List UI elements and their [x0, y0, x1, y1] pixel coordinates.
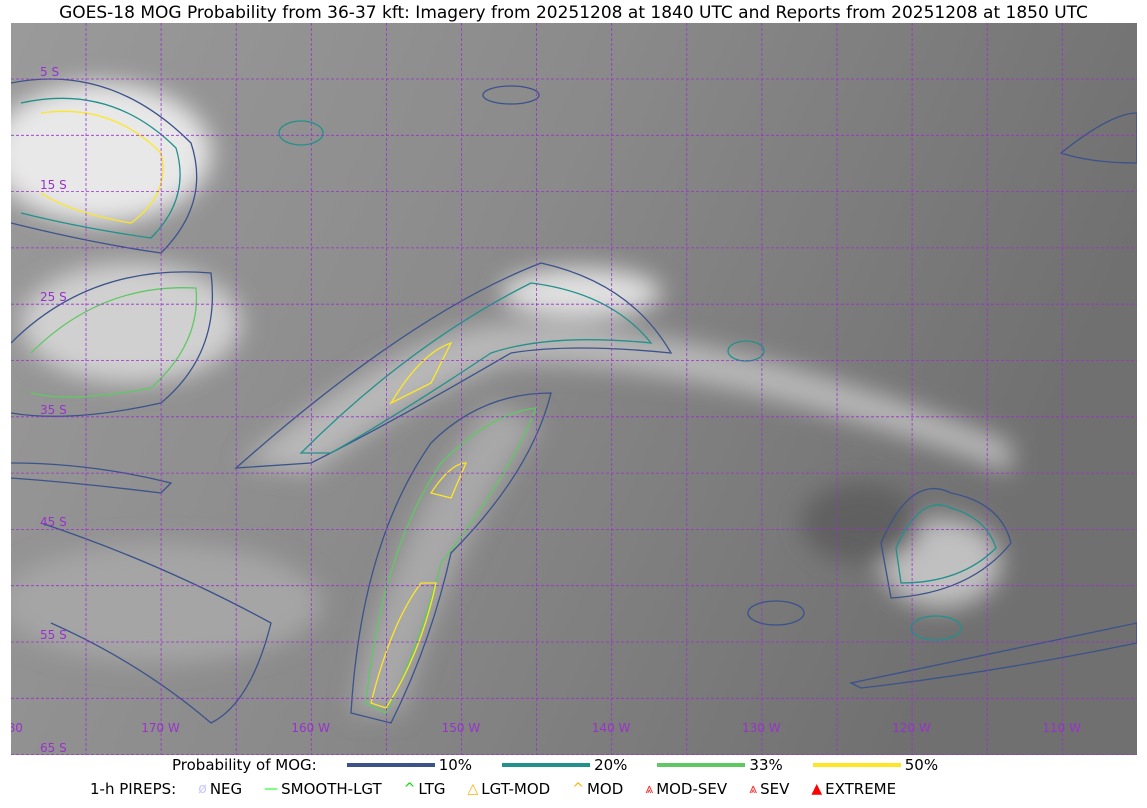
pirep-legend-item: ^ LTG — [404, 780, 446, 798]
extreme-icon: ▲ — [811, 781, 823, 797]
latitude-label: 55 S — [40, 628, 67, 642]
pireps-legend-label: 1-h PIREPS: — [90, 780, 177, 798]
pirep-label: MOD — [586, 780, 624, 798]
probability-legend: Probability of MOG: 10% 20% 33% 50% — [172, 756, 938, 774]
pirep-label: NEG — [209, 780, 243, 798]
latitude-label: 65 S — [40, 740, 67, 755]
level-swatch — [812, 763, 901, 767]
level-swatch — [502, 763, 591, 767]
longitude-label: 140 W — [591, 721, 631, 735]
imagery-layer — [11, 23, 1137, 755]
pirep-legend-item: ⩓ SEV — [749, 780, 789, 798]
pirep-label: LGT-MOD — [481, 780, 551, 798]
pirep-legend-item: ⩓ MOD-SEV — [645, 780, 727, 798]
pirep-legend-item: △ LGT-MOD — [468, 780, 551, 798]
pirep-label: MOD-SEV — [656, 780, 728, 798]
longitude-label: 130 W — [742, 721, 781, 735]
pirep-legend-item: ▲ EXTREME — [811, 780, 896, 798]
cloud-features — [11, 83, 1011, 713]
smooth-lgt-icon: — — [264, 781, 279, 797]
pirep-label: LTG — [418, 780, 446, 798]
longitude-label: 150 W — [441, 721, 481, 735]
graticule — [11, 23, 1137, 755]
longitude-label: 160 W — [291, 721, 330, 735]
level-label: 20% — [594, 756, 628, 774]
level-swatch — [346, 763, 435, 767]
map-title: GOES-18 MOG Probability from 36-37 kft: … — [59, 3, 1088, 23]
mod-icon: ^ — [572, 781, 584, 797]
latitude-label: 45 S — [40, 515, 67, 530]
pirep-legend-item: ø NEG — [198, 780, 242, 798]
pirep-label: SEV — [760, 780, 790, 798]
mod-sev-icon: ⩓ — [645, 781, 654, 797]
lgt-mod-icon: △ — [467, 781, 479, 797]
level-label: 33% — [749, 756, 783, 774]
mog-contours — [11, 78, 1137, 724]
longitude-label: 120 W — [892, 721, 931, 735]
latitude-label: 25 S — [40, 290, 67, 305]
latitude-label: 5 S — [40, 65, 60, 79]
latitude-label: 15 S — [40, 177, 67, 192]
pirep-label: SMOOTH-LGT — [281, 780, 382, 798]
longitude-label: 110 W — [1042, 721, 1081, 735]
level-label: 10% — [438, 756, 473, 774]
pireps-legend: 1-h PIREPS: ø NEG — SMOOTH-LGT ^ LTG △ LGT-MOD ^… — [90, 780, 896, 798]
probability-legend-label: Probability of MOG: — [172, 756, 317, 774]
sev-icon: ⩓ — [749, 781, 758, 797]
level-label: 50% — [904, 756, 939, 774]
pirep-label: EXTREME — [825, 780, 897, 798]
pirep-legend-item: ^ MOD — [572, 780, 623, 798]
neg-icon: ø — [198, 781, 207, 797]
latitude-label: 35 S — [40, 402, 67, 417]
longitude-label: 170 W — [141, 721, 180, 735]
pirep-legend-item: — SMOOTH-LGT — [264, 780, 382, 798]
satellite-map[interactable]: 5 S 15 S 25 S 35 S 45 S 55 S 65 S 180 170 W 160 … — [11, 23, 1137, 755]
longitude-label: 180 — [11, 721, 23, 735]
level-swatch — [657, 763, 746, 767]
ltg-icon: ^ — [403, 781, 416, 797]
